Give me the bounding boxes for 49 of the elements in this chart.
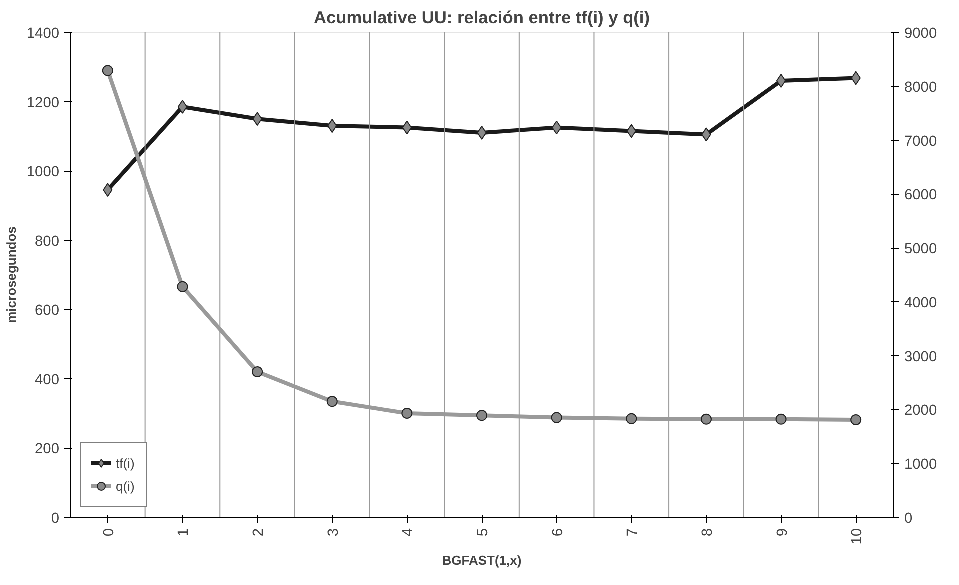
y2-tick-label: 9000 <box>904 26 938 42</box>
y2-tick-label: 5000 <box>904 242 938 258</box>
x-tick-label: 1 <box>176 528 192 537</box>
point <box>402 408 413 419</box>
x-tick-label: 10 <box>850 528 866 545</box>
point <box>102 65 114 76</box>
x-tick-label: 2 <box>251 528 268 537</box>
y-tick-label: 400 <box>35 372 60 388</box>
x-tick-label: 9 <box>774 528 791 537</box>
legend-label: tf(i) <box>116 456 136 470</box>
point <box>476 410 488 422</box>
legend-label: q(i) <box>116 478 136 494</box>
point <box>551 412 562 424</box>
y2-tick-label: 1000 <box>904 457 938 474</box>
x-tick-label: 7 <box>625 528 642 537</box>
y2-tick-label: 7000 <box>904 134 938 150</box>
x-tick-label: 0 <box>101 528 118 537</box>
point <box>552 120 562 135</box>
y-tick-label: 800 <box>35 234 60 250</box>
y-tick-label: 600 <box>35 303 60 320</box>
x-tick-label: 6 <box>550 528 566 537</box>
point <box>252 366 264 378</box>
y2-tick-label: 4000 <box>904 295 938 312</box>
x-tick-label: 5 <box>476 528 492 537</box>
y2-tick-label: 8000 <box>904 80 938 96</box>
point <box>700 414 712 425</box>
y-tick-label: 1200 <box>26 95 60 112</box>
point <box>850 414 862 426</box>
y2-tick-label: 2000 <box>904 403 938 420</box>
point <box>626 413 638 424</box>
point <box>776 74 786 88</box>
y2-tick-label: 3000 <box>904 349 938 366</box>
x-tick-label: 8 <box>700 528 716 537</box>
point <box>177 281 188 292</box>
point <box>402 120 412 135</box>
point <box>776 414 787 425</box>
point <box>178 100 188 114</box>
y-tick-label: 1000 <box>26 164 60 181</box>
y-axis-title: microsegundos <box>4 226 19 324</box>
x-tick-label: 4 <box>400 528 417 537</box>
y-tick-label: 200 <box>35 442 60 458</box>
y-tick-label: 1400 <box>26 26 60 42</box>
y2-tick-label: 0 <box>904 511 913 527</box>
y-tick-label: 0 <box>51 511 60 527</box>
y2-tick-label: 6000 <box>904 188 938 204</box>
chart-title: Acumulative UU: relación entre tf(i) y q(i) <box>314 8 650 28</box>
x-tick-label: 3 <box>326 528 342 537</box>
x-axis-title: BGFAST(1,x) <box>442 552 522 568</box>
point <box>326 396 338 408</box>
